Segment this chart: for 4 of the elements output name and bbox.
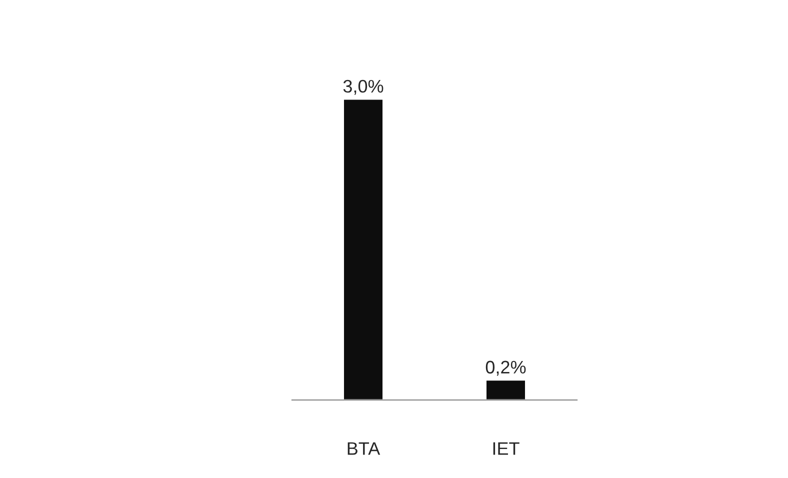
data-label: 0,2% bbox=[486, 360, 526, 376]
x-tick-label: IET bbox=[493, 442, 520, 455]
x-tick-label: BTA bbox=[348, 442, 380, 455]
data-label: 3,0% bbox=[343, 80, 384, 95]
